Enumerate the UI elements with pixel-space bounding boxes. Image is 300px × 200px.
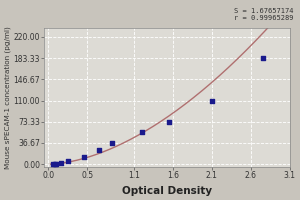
Point [260,56,265,60]
Point [110,141,115,145]
Point [50,163,55,166]
Text: S = 1.67657174
r = 0.99965289: S = 1.67657174 r = 0.99965289 [235,8,294,21]
Point [58,162,63,165]
Point [96,148,101,151]
Y-axis label: Mouse sPECAM-1 concentration (pg/ml): Mouse sPECAM-1 concentration (pg/ml) [4,26,11,169]
Point [82,155,86,158]
Point [167,120,171,123]
Point [66,160,71,163]
Point [139,131,144,134]
X-axis label: Optical Density: Optical Density [122,186,212,196]
Point [209,99,214,102]
Point [54,162,59,166]
Point [52,163,57,166]
